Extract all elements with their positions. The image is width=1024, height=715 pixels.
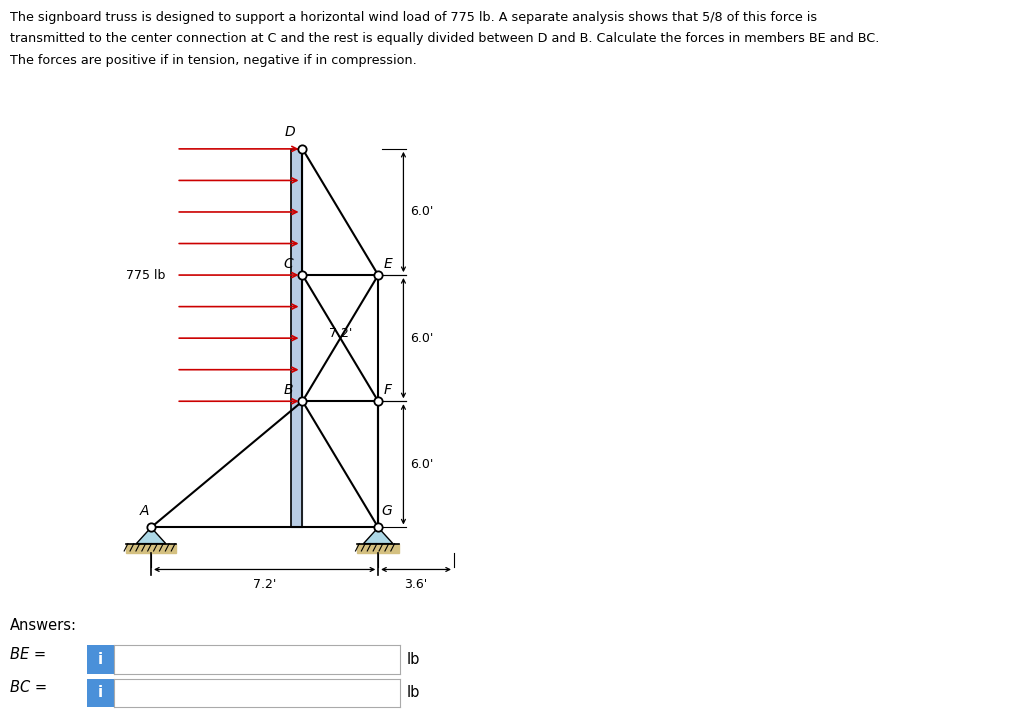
Text: 6.0': 6.0': [410, 205, 433, 219]
Bar: [357, 543, 399, 553]
Text: 3.6': 3.6': [404, 578, 428, 591]
Polygon shape: [136, 528, 166, 543]
Text: 775 lb: 775 lb: [126, 269, 166, 282]
Text: Answers:: Answers:: [10, 618, 77, 633]
Text: BE =: BE =: [10, 647, 46, 661]
Text: A: A: [139, 504, 148, 518]
Text: G: G: [381, 504, 392, 518]
Text: lb: lb: [407, 652, 420, 666]
Text: BC =: BC =: [10, 681, 47, 695]
Text: The signboard truss is designed to support a horizontal wind load of 775 lb. A s: The signboard truss is designed to suppo…: [10, 11, 817, 24]
Text: B: B: [284, 383, 293, 397]
Text: E: E: [383, 257, 392, 271]
Text: i: i: [97, 652, 103, 666]
Text: F: F: [383, 383, 391, 397]
Polygon shape: [364, 528, 393, 543]
Text: 6.0': 6.0': [410, 332, 433, 345]
Text: lb: lb: [407, 686, 420, 700]
Text: 6.0': 6.0': [410, 458, 433, 471]
Text: The forces are positive if in tension, negative if in compression.: The forces are positive if in tension, n…: [10, 54, 417, 66]
Bar: [291, 149, 302, 528]
Bar: [126, 543, 176, 553]
Text: 7.2': 7.2': [253, 578, 276, 591]
Text: D: D: [285, 125, 295, 139]
Text: 7.2': 7.2': [329, 327, 352, 340]
Text: C: C: [284, 257, 293, 271]
Text: i: i: [97, 686, 103, 700]
Text: transmitted to the center connection at C and the rest is equally divided betwee: transmitted to the center connection at …: [10, 32, 880, 45]
